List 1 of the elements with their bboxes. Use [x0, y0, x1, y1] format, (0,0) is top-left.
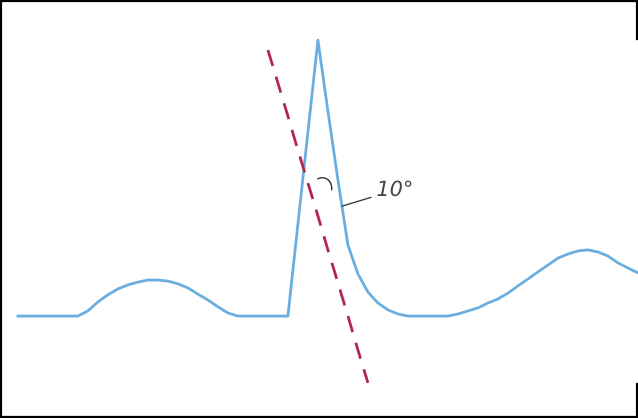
annotation: 10° — [377, 180, 412, 196]
